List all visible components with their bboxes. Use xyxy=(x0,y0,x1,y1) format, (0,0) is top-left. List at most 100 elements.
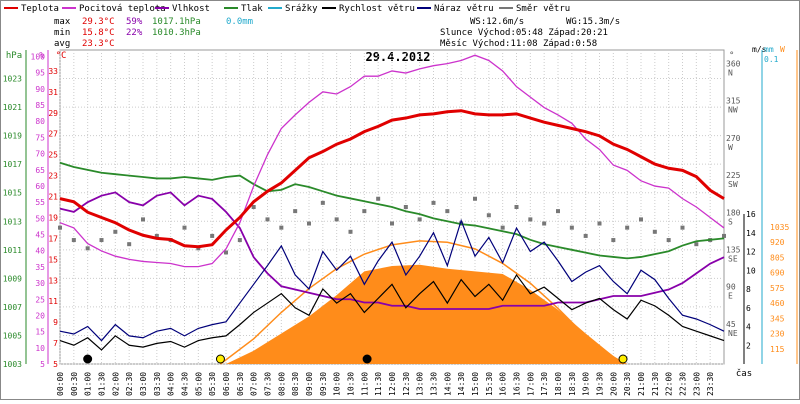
x-tick-label: 16:00 xyxy=(499,372,508,396)
direction-point xyxy=(362,209,367,214)
direction-tick-label: N xyxy=(728,69,733,78)
x-tick-label: 01:30 xyxy=(98,372,107,396)
x-tick-label: 04:30 xyxy=(181,372,190,396)
temp-tick-label: 7 xyxy=(53,339,58,348)
x-tick-label: 08:30 xyxy=(291,372,300,396)
x-tick-label: 02:00 xyxy=(111,372,120,396)
percent-tick-label: 15 xyxy=(35,328,45,337)
temp-tick-label: 29 xyxy=(48,109,58,118)
x-tick-label: 02:30 xyxy=(125,372,134,396)
direction-tick-degree: 90 xyxy=(726,283,736,292)
direction-point xyxy=(514,205,519,209)
direction-point xyxy=(417,217,422,222)
direction-tick-degree: 135 xyxy=(726,245,741,254)
temp-tick-label: 11 xyxy=(48,297,58,306)
x-tick-label: 18:00 xyxy=(554,372,563,396)
direction-point xyxy=(71,238,76,243)
legend-label: Srážky xyxy=(285,4,318,14)
percent-tick-label: 10 xyxy=(35,344,45,353)
direction-point xyxy=(376,196,381,201)
x-tick-label: 06:00 xyxy=(222,372,231,396)
plot-area xyxy=(58,54,726,365)
x-tick-label: 12:30 xyxy=(402,372,411,396)
x-tick-label: 05:00 xyxy=(194,372,203,396)
direction-tick-label: E xyxy=(728,292,733,301)
hpa-tick-label: 1003 xyxy=(3,360,22,369)
series-wind-speed xyxy=(59,273,725,351)
moon-marker xyxy=(83,354,93,364)
stat-max-press: 1017.1hPa xyxy=(152,17,201,27)
direction-point xyxy=(473,196,477,201)
hpa-tick-label: 1021 xyxy=(3,103,22,112)
percent-tick-label: 70 xyxy=(35,150,45,159)
stat-sun-times: Slunce Východ:05:48 Západ:20:21 xyxy=(440,28,608,38)
x-tick-label: 19:00 xyxy=(582,372,591,396)
direction-tick-degree: 225 xyxy=(726,171,741,180)
hpa-tick-label: 1023 xyxy=(3,75,22,84)
series-temperature xyxy=(59,109,725,249)
direction-point xyxy=(141,217,145,222)
x-tick-label: 00:00 xyxy=(56,372,65,396)
direction-tick-degree: 270 xyxy=(726,134,741,143)
percent-tick-label: 30 xyxy=(35,279,45,288)
direction-point xyxy=(500,225,505,230)
percent-tick-label: 75 xyxy=(35,133,45,142)
stat-max-temp: 29.3°C xyxy=(82,17,115,27)
legend-label: Vlhkost xyxy=(172,4,210,14)
direction-point xyxy=(431,200,436,205)
direction-point xyxy=(556,209,560,214)
radiation-tick-label: 460 xyxy=(770,299,785,308)
temp-tick-label: 31 xyxy=(48,88,58,97)
x-tick-label: 07:30 xyxy=(264,372,273,396)
x-tick-label: 12:00 xyxy=(388,372,397,396)
x-tick-label: 13:00 xyxy=(416,372,425,396)
percent-tick-label: 55 xyxy=(35,198,45,207)
sun-marker xyxy=(618,354,628,364)
x-tick-label: 03:30 xyxy=(153,372,162,396)
x-tick-label: 22:30 xyxy=(679,372,688,396)
direction-point xyxy=(224,250,228,255)
percent-tick-label: 5 xyxy=(40,360,45,369)
hpa-tick-label: 1015 xyxy=(3,189,22,198)
direction-point xyxy=(486,213,491,218)
hpa-axis-title: hPa xyxy=(6,51,22,61)
temp-axis-title: °C xyxy=(56,51,67,61)
direction-point xyxy=(127,242,132,247)
direction-point xyxy=(293,209,298,214)
stat-min-temp: 15.8°C xyxy=(82,28,115,38)
radiation-axis-title: W xyxy=(780,45,785,54)
direction-point xyxy=(445,209,450,214)
temp-tick-label: 5 xyxy=(53,360,58,369)
direction-point xyxy=(210,233,215,238)
x-tick-label: 10:00 xyxy=(333,372,342,396)
series-pressure xyxy=(59,161,725,260)
x-tick-label: 23:30 xyxy=(706,372,715,396)
x-tick-label: 09:30 xyxy=(319,372,328,396)
direction-tick-degree: 360 xyxy=(726,60,741,69)
direction-point xyxy=(265,217,270,222)
x-tick-label: 17:30 xyxy=(540,372,549,396)
direction-tick-label: SE xyxy=(728,254,738,263)
series-humidity xyxy=(59,191,725,310)
direction-point xyxy=(390,221,394,226)
legend-label: Tlak xyxy=(241,4,263,14)
direction-point xyxy=(528,217,533,222)
percent-tick-label: 20 xyxy=(35,311,45,320)
chart-title: 29.4.2012 xyxy=(365,50,430,64)
percent-tick-label: 50 xyxy=(35,214,45,223)
series-theoretical-radiation xyxy=(220,240,624,365)
x-tick-label: 17:00 xyxy=(526,372,535,396)
direction-point xyxy=(611,238,616,243)
percent-tick-label: 35 xyxy=(35,263,45,272)
x-tick-label: 14:00 xyxy=(443,372,452,396)
direction-point xyxy=(320,200,325,205)
direction-tick-degree: 180 xyxy=(726,208,741,217)
stat-min-label: min xyxy=(54,28,70,38)
percent-tick-label: 45 xyxy=(35,231,45,240)
legend-label: Teplota xyxy=(21,4,59,14)
wind-tick-label: 16 xyxy=(746,210,756,219)
direction-tick-label: NW xyxy=(728,106,738,115)
direction-point xyxy=(154,233,159,238)
temp-tick-label: 17 xyxy=(48,234,58,243)
